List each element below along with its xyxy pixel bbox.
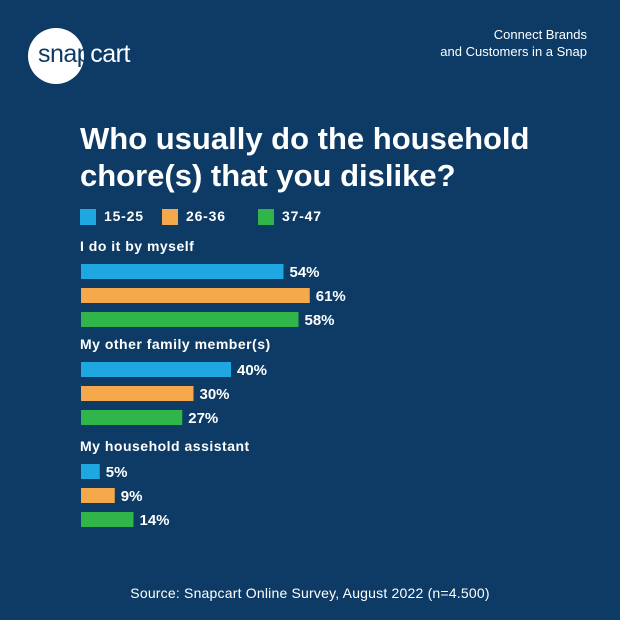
chart-title: Who usually do the household chore(s) th… — [80, 120, 580, 194]
bar-26-36 — [81, 386, 194, 401]
bar-26-36 — [81, 488, 115, 503]
data-label: 27% — [188, 410, 218, 427]
logo-circle — [28, 28, 84, 84]
title-line-2: chore(s) that you dislike? — [80, 158, 456, 193]
data-label: 54% — [290, 264, 320, 281]
legend-swatch — [258, 209, 274, 225]
bar-chart: I do it by myself 54% 61% 58% My other famil… — [80, 238, 346, 529]
data-label: 9% — [121, 488, 143, 505]
category-label: My other family member(s) — [80, 336, 271, 352]
data-label: 61% — [316, 288, 346, 305]
tagline-line-2: and Customers in a Snap — [440, 44, 587, 59]
logo-snap: snap — [38, 40, 91, 68]
data-label: 5% — [106, 464, 128, 481]
bar-37-47 — [81, 410, 183, 425]
bar-15-25 — [81, 362, 231, 377]
logo-cart: cart — [90, 40, 130, 68]
bar-15-25 — [81, 464, 100, 479]
category-label: I do it by myself — [80, 238, 194, 254]
legend-label: 37-47 — [282, 208, 322, 224]
legend-label: 15-25 — [104, 208, 144, 224]
bar-26-36 — [81, 288, 310, 303]
tagline-line-1: Connect Brands — [493, 27, 587, 42]
title-line-1: Who usually do the household — [80, 121, 530, 156]
bar-37-47 — [81, 312, 299, 327]
data-label: 58% — [305, 312, 335, 329]
data-label: 40% — [237, 362, 267, 379]
bar-37-47 — [81, 512, 134, 527]
data-label: 14% — [140, 512, 170, 529]
legend-swatch — [162, 209, 178, 225]
category-label: My household assistant — [80, 438, 250, 454]
snapcart-logo: snapcart — [38, 39, 130, 69]
legend-label: 26-36 — [186, 208, 226, 224]
legend-swatch — [80, 209, 96, 225]
bar-15-25 — [81, 264, 284, 279]
source-note: Source: Snapcart Online Survey, August 2… — [130, 585, 490, 601]
tagline: Connect Brands and Customers in a Snap — [387, 26, 587, 60]
data-label: 30% — [200, 386, 230, 403]
